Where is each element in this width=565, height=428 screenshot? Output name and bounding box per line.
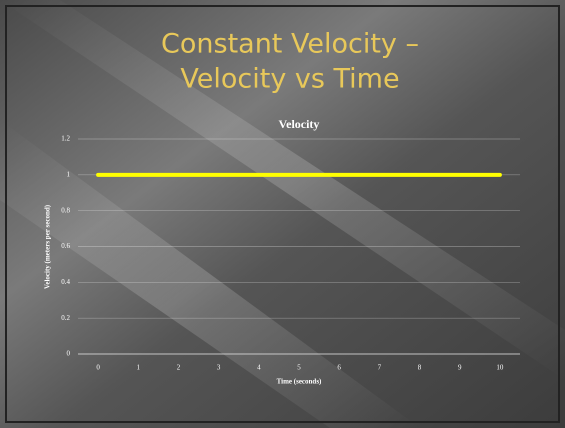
frame [5,5,560,423]
y-tick-label: 0.2 [61,314,70,322]
x-tick-label: 4 [257,364,261,372]
x-tick-label: 5 [297,364,301,372]
y-tick-label: 0.4 [61,278,70,286]
x-tick-label: 2 [177,364,181,372]
x-tick-label: 0 [96,364,100,372]
slide-title: Constant Velocity – [161,29,419,60]
streak [0,0,565,380]
y-tick-label: 0 [67,350,71,358]
x-tick-label: 6 [337,364,341,372]
x-tick-label: 8 [418,364,422,372]
x-tick-label: 1 [137,364,141,372]
x-tick-label: 7 [378,364,382,372]
slide-title: Velocity vs Time [180,64,399,95]
x-tick-label: 9 [458,364,462,372]
y-tick-label: 1 [67,170,71,178]
y-tick-label: 1.2 [61,135,70,143]
x-tick-label: 10 [496,364,504,372]
y-tick-label: 0.8 [61,206,70,214]
streak [0,120,420,428]
y-axis-label: Velocity (meters per second) [44,204,52,289]
x-axis-label: Time (seconds) [277,378,322,386]
x-tick-label: 3 [217,364,221,372]
y-tick-label: 0.6 [61,242,70,250]
chart-title: Velocity [279,117,320,131]
